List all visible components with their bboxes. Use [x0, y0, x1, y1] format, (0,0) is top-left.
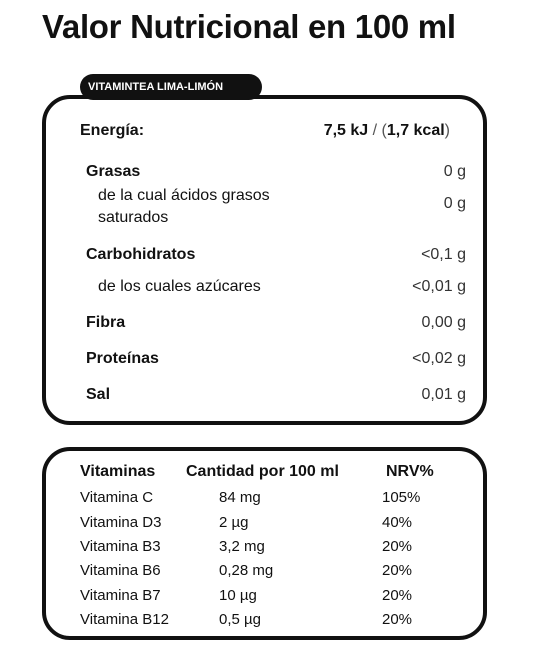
vitamin-nrv: 40% [382, 514, 413, 531]
nutrient-label-line2: saturados [98, 209, 169, 226]
nutrient-label: Proteínas [86, 350, 159, 367]
nutrition-panel [42, 95, 487, 425]
vitamin-amount: 84 mg [219, 489, 261, 506]
vitamins-header-name: Vitaminas [80, 463, 156, 480]
nutrient-label: Fibra [86, 314, 126, 331]
vitamin-name: Vitamina B12 [80, 611, 169, 628]
vitamin-amount: 0,5 µg [219, 611, 262, 628]
vitamin-amount: 0,28 mg [219, 562, 274, 579]
vitamins-panel [42, 447, 487, 640]
energy-value: 7,5 kJ / (1,7 kcal) [323, 122, 450, 139]
nutrient-label: Grasas [86, 163, 141, 180]
product-tag: VITAMINTEA LIMA-LIMÓN [80, 74, 262, 100]
vitamins-header-amount: Cantidad por 100 ml [186, 463, 339, 480]
vitamin-nrv: 20% [382, 587, 413, 604]
vitamin-amount: 3,2 mg [219, 538, 265, 555]
nutrient-label-line1: de la cual ácidos grasos [98, 187, 270, 204]
vitamin-amount: 10 µg [219, 587, 257, 604]
energy-label: Energía: [80, 122, 145, 139]
nutrient-value: 0,01 g [421, 386, 466, 403]
nutrient-value: 0 g [443, 163, 466, 180]
vitamin-nrv: 20% [382, 611, 413, 628]
vitamin-nrv: 20% [382, 538, 413, 555]
nutrient-label: de los cuales azúcares [98, 278, 261, 295]
vitamin-nrv: 20% [382, 562, 413, 579]
vitamin-amount: 2 µg [219, 514, 249, 531]
vitamin-name: Vitamina D3 [80, 514, 162, 531]
nutrient-label: Carbohidratos [86, 246, 196, 263]
vitamins-header-nrv: NRV% [386, 463, 434, 480]
nutrient-value: <0,01 g [412, 278, 466, 295]
vitamin-name: Vitamina B3 [80, 538, 161, 555]
page-title: Valor Nutricional en 100 ml [42, 8, 456, 45]
nutrient-value: <0,1 g [421, 246, 466, 263]
nutrient-value: 0 g [443, 195, 466, 212]
vitamin-name: Vitamina B7 [80, 587, 161, 604]
nutrient-value: 0,00 g [421, 314, 466, 331]
vitamin-name: Vitamina B6 [80, 562, 161, 579]
vitamin-nrv: 105% [382, 489, 421, 506]
vitamin-name: Vitamina C [80, 489, 154, 506]
nutrient-label: Sal [86, 386, 111, 403]
nutrient-value: <0,02 g [412, 350, 466, 367]
